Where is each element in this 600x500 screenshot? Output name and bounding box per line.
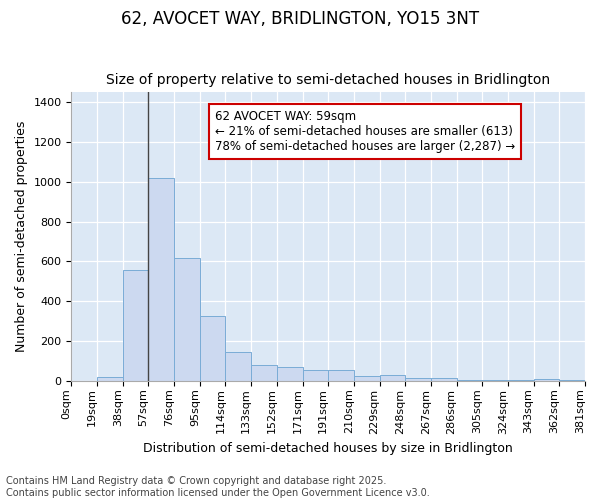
- Text: 62, AVOCET WAY, BRIDLINGTON, YO15 3NT: 62, AVOCET WAY, BRIDLINGTON, YO15 3NT: [121, 10, 479, 28]
- Bar: [405, 378, 431, 381]
- Bar: [533, 379, 559, 381]
- Bar: [251, 365, 277, 381]
- Title: Size of property relative to semi-detached houses in Bridlington: Size of property relative to semi-detach…: [106, 73, 550, 87]
- Bar: [482, 380, 508, 381]
- Bar: [302, 370, 328, 381]
- Bar: [508, 380, 533, 381]
- Bar: [328, 370, 354, 381]
- Bar: [380, 375, 405, 381]
- Bar: [277, 367, 302, 381]
- Bar: [148, 178, 174, 381]
- Text: Contains HM Land Registry data © Crown copyright and database right 2025.
Contai: Contains HM Land Registry data © Crown c…: [6, 476, 430, 498]
- Bar: [174, 258, 200, 381]
- Y-axis label: Number of semi-detached properties: Number of semi-detached properties: [15, 121, 28, 352]
- Bar: [200, 316, 226, 381]
- Bar: [559, 380, 585, 381]
- Bar: [226, 352, 251, 381]
- Bar: [431, 378, 457, 381]
- Bar: [457, 380, 482, 381]
- Bar: [354, 376, 380, 381]
- Bar: [97, 377, 123, 381]
- Text: 62 AVOCET WAY: 59sqm
← 21% of semi-detached houses are smaller (613)
78% of semi: 62 AVOCET WAY: 59sqm ← 21% of semi-detac…: [215, 110, 515, 152]
- X-axis label: Distribution of semi-detached houses by size in Bridlington: Distribution of semi-detached houses by …: [143, 442, 513, 455]
- Bar: [123, 270, 148, 381]
